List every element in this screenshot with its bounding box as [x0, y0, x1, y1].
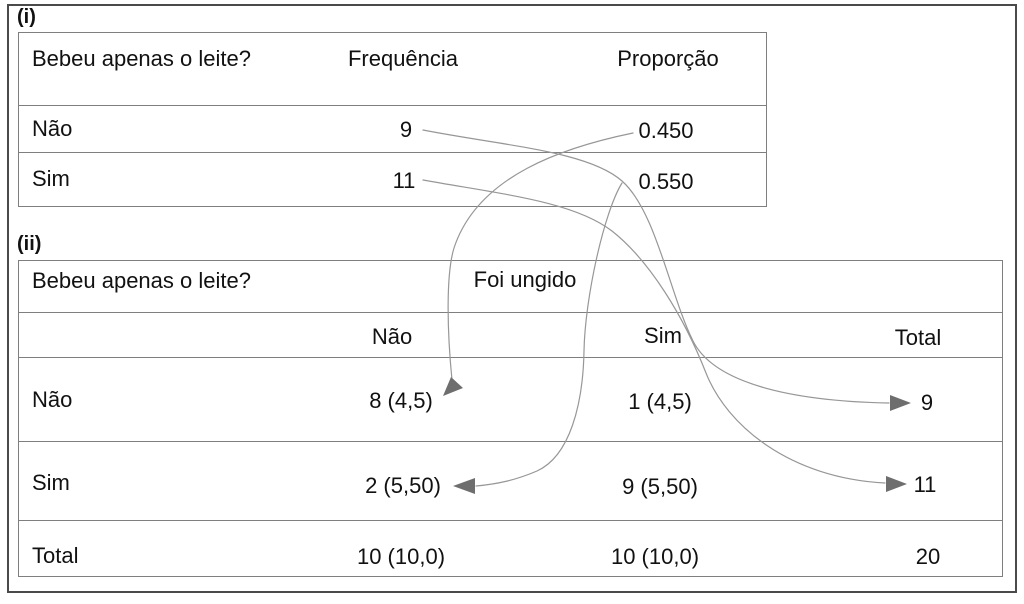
section-label-i: (i) [17, 6, 36, 28]
table-i-row-sim-prop: 0.550 [638, 169, 694, 194]
table-i-header-proporcao: Proporção [617, 46, 719, 71]
table-ii-row-rule-1 [19, 441, 1002, 442]
table-ii-cell-sim-sim: 9 (5,50) [622, 474, 698, 499]
table-ii-col-total: Total [894, 325, 942, 350]
table-ii-cell-sim-total: 11 [913, 472, 937, 497]
table-ii-row-total-label: Total [32, 543, 79, 568]
table-ii-cell-total-sim: 10 (10,0) [610, 544, 700, 569]
table-i-row-nao-freq: 9 [399, 117, 413, 142]
table-ii-cell-nao-nao: 8 (4,5) [369, 388, 433, 413]
table-ii-cell-total-nao: 10 (10,0) [356, 544, 446, 569]
table-ii-cell-nao-total: 9 [920, 390, 934, 415]
table-i-header-frequencia: Frequência [347, 46, 459, 71]
table-ii-row-sim-label: Sim [32, 470, 70, 495]
table-ii-cell-total-total: 20 [915, 544, 941, 569]
table-ii-cell-nao-sim: 1 (4,5) [628, 389, 692, 414]
table-ii-row-nao-label: Não [32, 387, 73, 412]
table-i-row-nao-prop: 0.450 [638, 118, 694, 143]
table-ii-subheader-rule [19, 357, 1002, 358]
table-i-row-rule [19, 152, 766, 153]
table-i-row-sim-label: Sim [32, 166, 70, 191]
table-i-header-rule [19, 105, 766, 106]
table-ii-col-sim: Sim [644, 323, 682, 348]
table-ii-header-rule [19, 312, 1002, 313]
table-ii-header-question: Bebeu apenas o leite? [32, 268, 251, 293]
section-label-ii: (ii) [17, 233, 42, 255]
table-ii [18, 260, 1003, 577]
table-ii-row-rule-2 [19, 520, 1002, 521]
table-i-header-question: Bebeu apenas o leite? [32, 46, 251, 71]
table-i-row-sim-freq: 11 [392, 168, 416, 193]
table-ii-col-nao: Não [371, 324, 413, 349]
table-ii-header-foi-ungido: Foi ungido [473, 267, 577, 292]
table-ii-cell-sim-nao: 2 (5,50) [365, 473, 441, 498]
table-i-row-nao-label: Não [32, 116, 73, 141]
outer-frame [7, 4, 1017, 593]
